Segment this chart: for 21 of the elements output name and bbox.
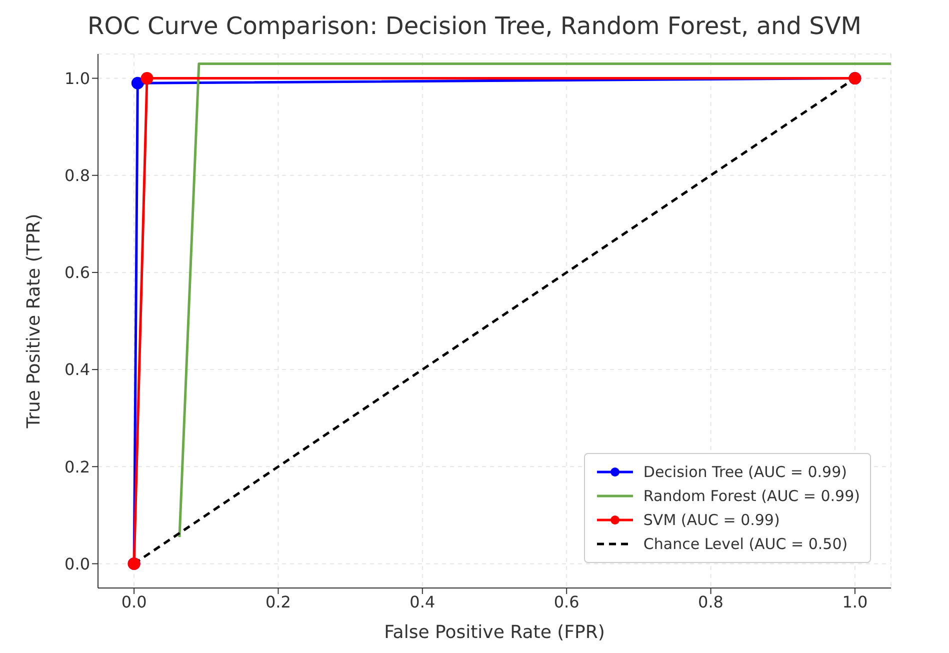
y-axis-title: True Positive Rate (TPR) bbox=[23, 214, 44, 430]
legend-label: Chance Level (AUC = 0.50) bbox=[643, 535, 848, 553]
point bbox=[140, 72, 154, 85]
point bbox=[131, 76, 144, 90]
x-tick-label: 0.0 bbox=[121, 592, 147, 612]
x-tick-label: 0.4 bbox=[410, 592, 436, 612]
y-tick-label: 0.8 bbox=[64, 166, 90, 186]
y-tick-label: 1.0 bbox=[64, 68, 90, 88]
legend-label: Random Forest (AUC = 0.99) bbox=[643, 487, 860, 505]
legend-label: SVM (AUC = 0.99) bbox=[643, 511, 780, 529]
x-tick-label: 0.2 bbox=[266, 592, 291, 612]
x-axis-title: False Positive Rate (FPR) bbox=[384, 622, 605, 643]
x-tick-label: 1.0 bbox=[842, 592, 868, 612]
legend-label: Decision Tree (AUC = 0.99) bbox=[643, 463, 847, 481]
x-tick-label: 0.6 bbox=[554, 592, 580, 612]
y-tick-label: 0.0 bbox=[64, 554, 90, 574]
chart-title: ROC Curve Comparison: Decision Tree, Random Forest, and SVM bbox=[86, 11, 862, 42]
y-tick-label: 0.6 bbox=[64, 263, 90, 282]
y-tick-label: 0.4 bbox=[64, 360, 90, 380]
x-tick-label: 0.8 bbox=[698, 592, 724, 612]
y-tick-label: 0.2 bbox=[64, 457, 90, 476]
